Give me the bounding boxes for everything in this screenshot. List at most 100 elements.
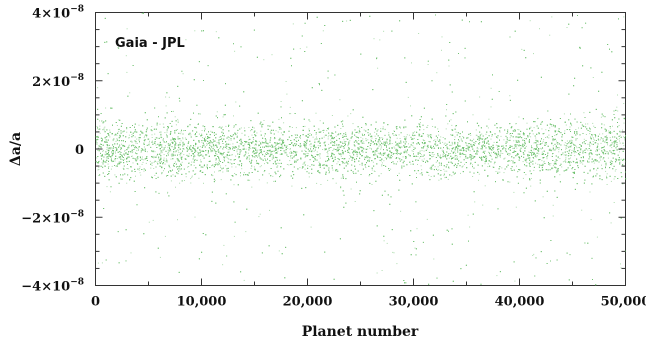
data-point [225,165,227,167]
data-point [593,134,595,135]
data-point [291,155,293,157]
data-point [320,184,322,185]
data-point [503,158,505,160]
data-point [106,147,108,148]
data-point [443,155,445,157]
data-point [566,151,568,153]
data-point [151,140,153,142]
data-point [602,147,604,148]
data-point [273,138,275,140]
data-point [433,155,435,157]
data-point [548,137,550,139]
data-point [179,155,181,157]
data-point [230,139,232,141]
data-point [603,140,604,142]
data-point [175,151,177,153]
data-point [565,158,567,160]
data-point [564,160,566,162]
data-point [380,160,382,162]
data-point [419,173,421,175]
data-point [138,124,140,126]
data-point [498,152,500,154]
data-point [293,155,295,157]
data-point [254,152,256,154]
data-point [588,143,590,145]
data-point [263,120,265,121]
data-point [349,152,351,154]
data-point [552,149,554,151]
data-point [218,162,220,163]
data-point [400,210,402,212]
data-point [349,155,351,156]
data-point [336,143,338,145]
data-point [137,147,139,149]
data-point [279,128,281,130]
data-point [487,166,489,168]
data-point [356,136,358,138]
data-point [213,133,215,135]
data-point [170,158,172,160]
data-point [274,137,276,139]
data-point [450,119,452,121]
data-point [394,147,396,149]
data-point [112,140,114,142]
data-point [175,186,176,188]
data-point [533,149,535,151]
data-point [258,216,260,218]
data-point [218,170,220,172]
data-point [308,135,310,137]
data-point [467,143,469,145]
data-point [384,129,386,131]
data-point [452,143,454,145]
data-point [451,142,453,144]
data-point [441,149,443,151]
data-point [224,156,226,158]
data-point [241,132,243,134]
data-point [148,138,150,140]
data-point [619,151,620,153]
data-point [167,191,169,193]
data-point [131,134,133,135]
data-point [96,126,98,127]
data-point [278,163,280,164]
data-point [352,158,353,160]
data-point [312,145,314,147]
data-point [557,133,558,135]
data-point [432,126,434,127]
data-point [462,132,463,133]
data-point [613,141,615,143]
data-point [110,168,112,170]
data-point [548,134,550,136]
data-point [612,125,613,127]
data-point [436,72,438,74]
data-point [259,152,261,154]
data-point [458,140,460,142]
data-point [440,154,441,156]
data-point [105,157,107,159]
data-point [227,157,229,159]
data-point [612,142,614,144]
data-point [490,155,492,157]
data-point [228,146,230,148]
data-point [445,128,447,130]
data-point [278,118,280,120]
data-point [532,133,534,135]
data-point [143,159,145,161]
data-point [576,161,577,163]
data-point [428,141,430,142]
data-point [533,253,535,255]
data-point [218,160,220,162]
data-point [142,149,144,151]
data-point [286,93,288,95]
data-point [97,169,99,171]
data-point [589,191,591,193]
data-point [120,148,122,150]
data-point [580,148,582,150]
data-point [380,128,382,130]
data-point [199,153,201,155]
data-point [317,145,319,147]
data-point [341,153,342,155]
data-point [380,148,382,150]
data-point [96,157,98,159]
data-point [130,141,132,142]
